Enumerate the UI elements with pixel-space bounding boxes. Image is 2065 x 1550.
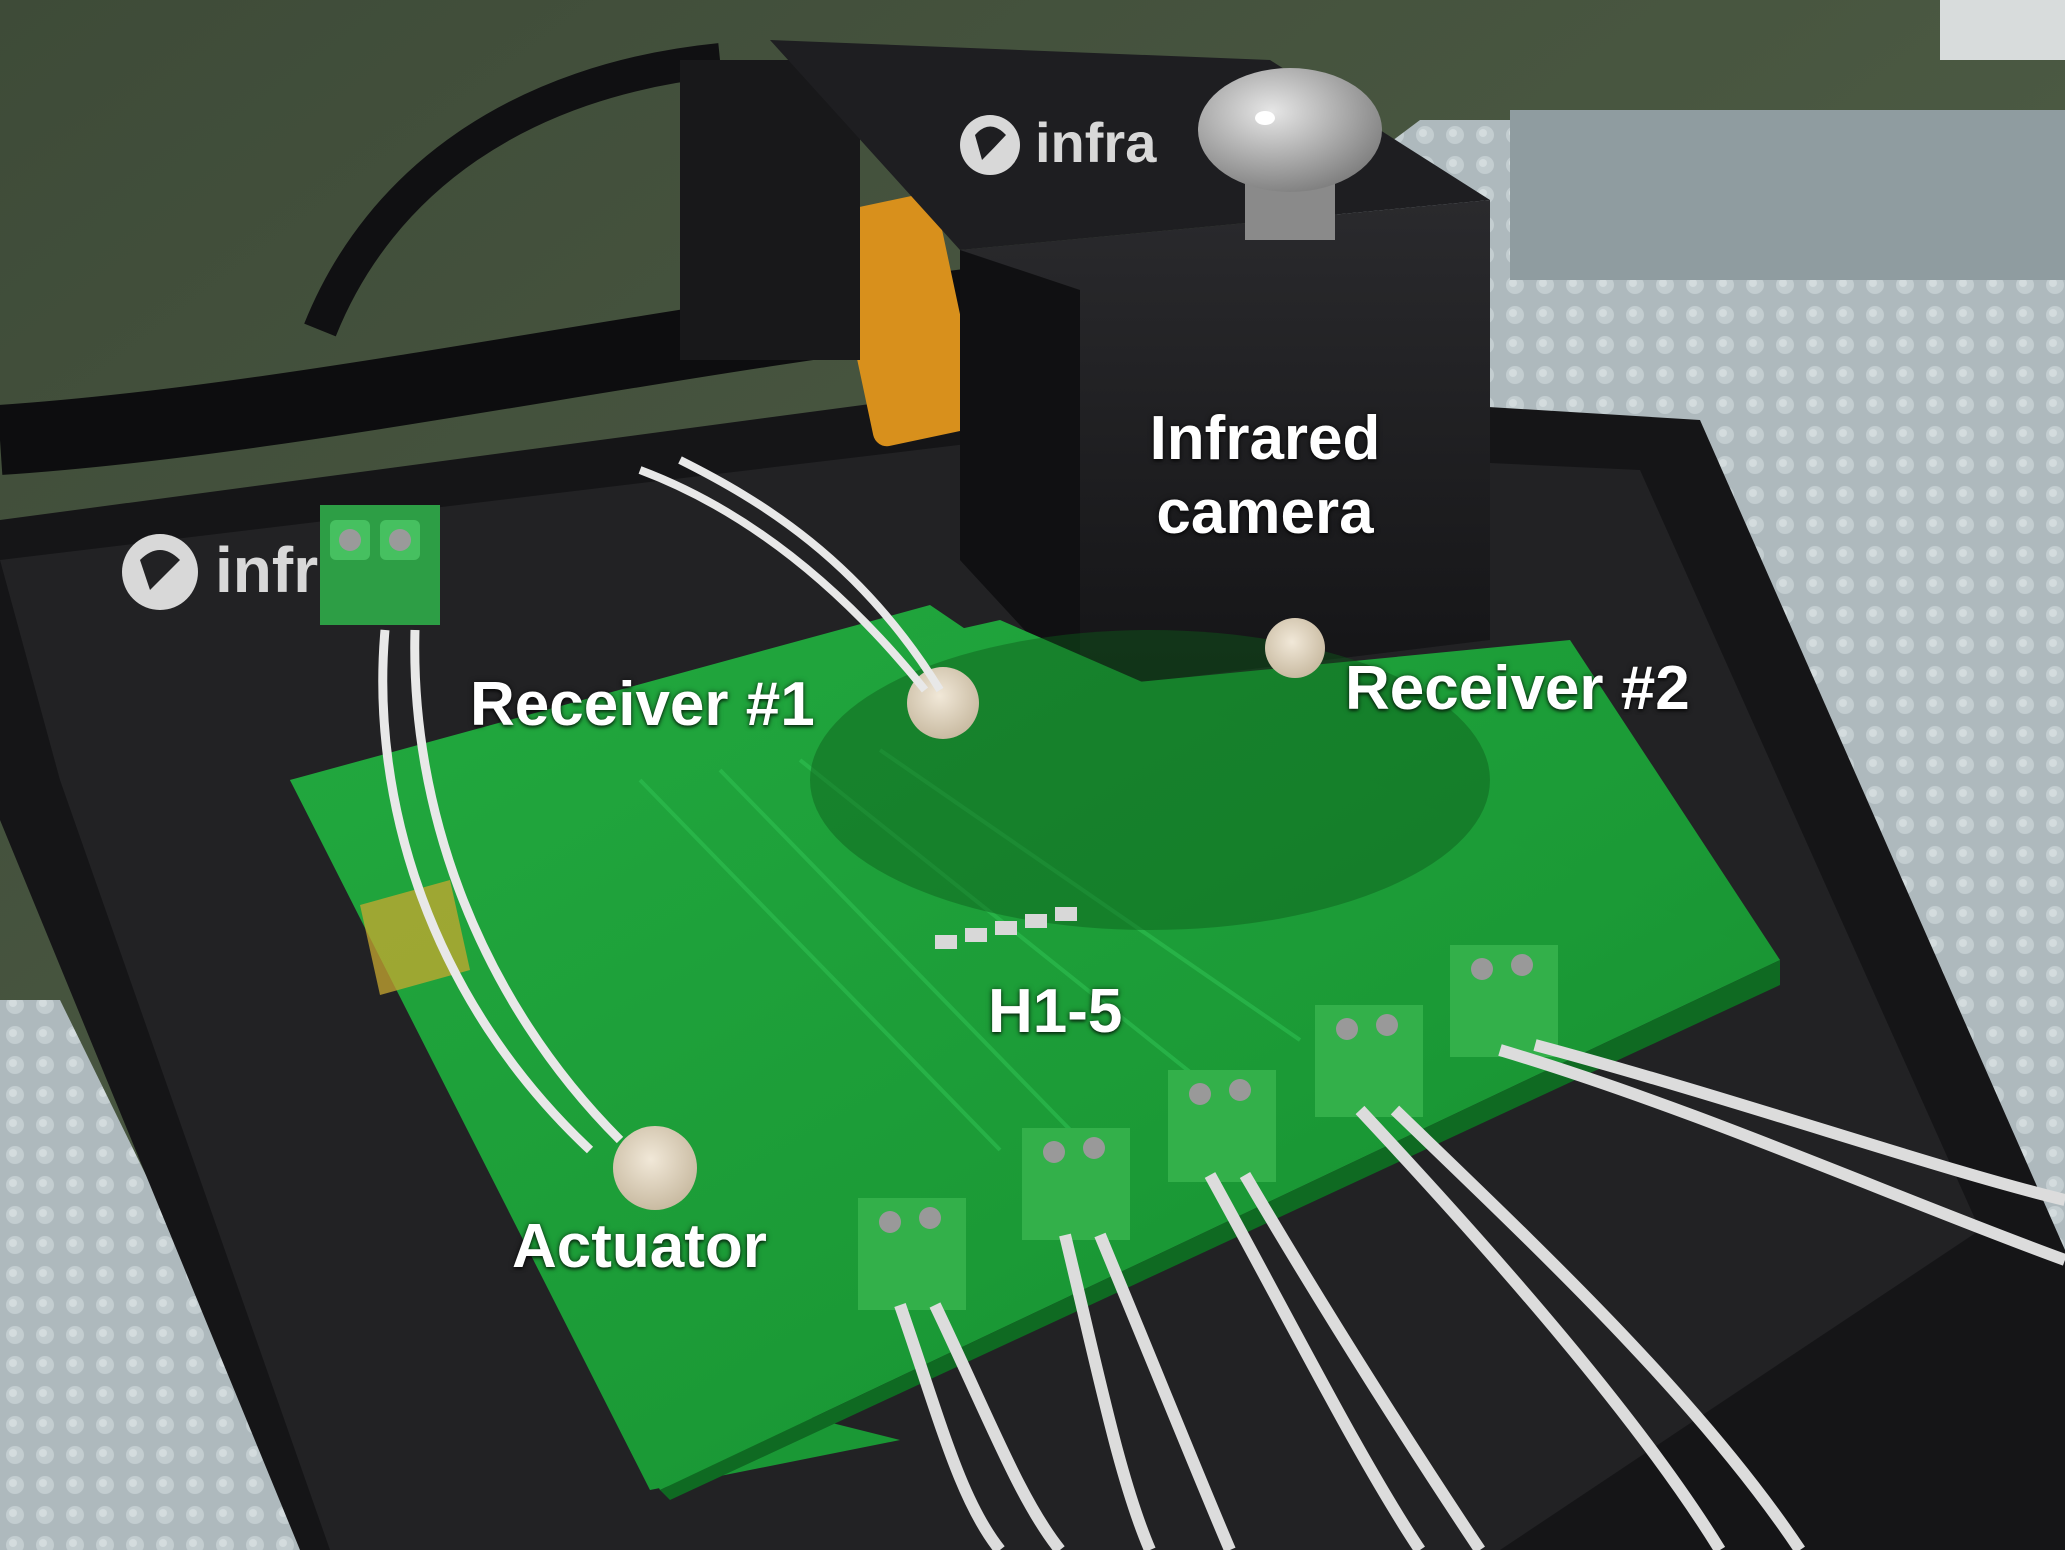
actuator-wires bbox=[378, 629, 624, 1154]
brand-logo-base: infra bbox=[122, 534, 354, 610]
brand-logo-camera: infra bbox=[960, 111, 1157, 175]
receiver-1-wires bbox=[638, 456, 944, 693]
infrared-camera-label: Infrared camera bbox=[1100, 402, 1430, 551]
camera-bracket bbox=[680, 60, 860, 360]
grey-panel bbox=[1510, 110, 2065, 280]
receiver-2-disc bbox=[1265, 618, 1325, 678]
infrared-camera-label-line2: camera bbox=[1156, 478, 1374, 548]
infrared-camera: infra bbox=[960, 68, 1490, 690]
kapton-tape bbox=[360, 880, 470, 995]
heater-wires bbox=[894, 1039, 2065, 1550]
actuator-label: Actuator bbox=[512, 1212, 767, 1281]
pcb-board bbox=[290, 605, 1780, 1500]
actuator-disc bbox=[613, 1126, 697, 1210]
infrared-camera-label-line1: Infrared bbox=[1149, 404, 1381, 473]
receiver-2-label: Receiver #2 bbox=[1345, 654, 1690, 723]
terminal-block-actuator bbox=[320, 505, 440, 625]
thumb-screw-knob bbox=[1198, 68, 1382, 240]
heaters-label: H1-5 bbox=[988, 977, 1123, 1046]
white-object bbox=[1940, 0, 2065, 60]
heater-terminal-blocks bbox=[858, 945, 1558, 1310]
gold-connector bbox=[828, 193, 982, 447]
black-cable-2 bbox=[304, 43, 722, 337]
heater-components bbox=[935, 907, 1077, 949]
receiver-1-label: Receiver #1 bbox=[470, 670, 815, 739]
svg-text:infra: infra bbox=[1035, 111, 1157, 174]
